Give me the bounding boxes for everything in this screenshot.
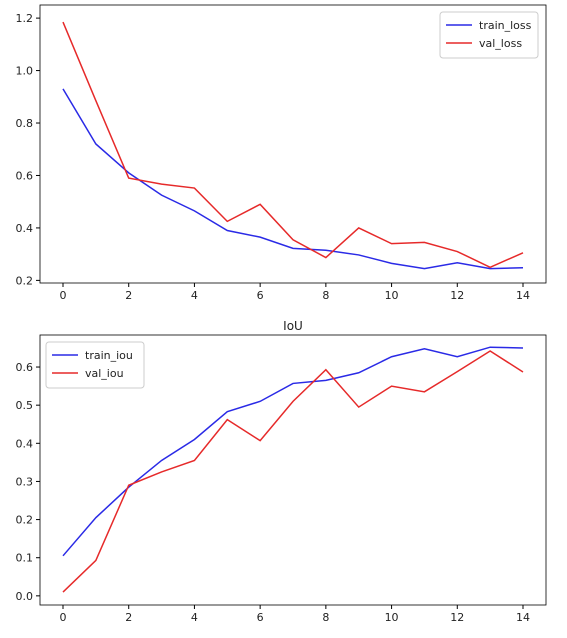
y-tick-label: 0.6 <box>16 169 34 182</box>
legend-box <box>439 11 539 59</box>
x-tick-label: 12 <box>450 611 464 624</box>
y-tick-label: 0.0 <box>16 590 34 603</box>
x-tick-label: 6 <box>257 289 264 302</box>
x-tick-label: 14 <box>516 611 530 624</box>
axes-frame <box>39 334 547 606</box>
x-tick-label: 0 <box>60 289 67 302</box>
x-tick-label: 2 <box>125 289 132 302</box>
y-tick-label: 0.2 <box>16 274 34 287</box>
y-tick-label: 0.5 <box>16 399 34 412</box>
y-tick-label: 0.6 <box>16 361 34 374</box>
x-tick-label: 4 <box>191 611 198 624</box>
x-tick-label: 2 <box>125 611 132 624</box>
y-tick-label: 1.0 <box>16 65 34 78</box>
x-tick-label: 8 <box>322 611 329 624</box>
legend-label: train_loss <box>479 19 532 32</box>
y-tick-label: 0.2 <box>16 514 34 527</box>
x-tick-label: 10 <box>385 289 399 302</box>
x-tick-label: 0 <box>60 611 67 624</box>
chart-title: Loss <box>280 0 306 3</box>
x-tick-label: 10 <box>385 611 399 624</box>
legend-box <box>45 341 145 389</box>
axes-frame <box>39 4 547 284</box>
x-tick-label: 14 <box>516 289 530 302</box>
chart-title: IoU <box>283 319 303 333</box>
x-tick-label: 6 <box>257 611 264 624</box>
y-tick-label: 0.8 <box>16 117 34 130</box>
legend-label: train_iou <box>85 349 133 362</box>
x-tick-label: 4 <box>191 289 198 302</box>
y-tick-label: 0.3 <box>16 475 34 488</box>
y-tick-label: 0.4 <box>16 437 34 450</box>
x-tick-label: 12 <box>450 289 464 302</box>
y-tick-label: 0.1 <box>16 552 34 565</box>
line-series <box>62 346 524 557</box>
line-series <box>62 21 524 269</box>
x-tick-label: 8 <box>322 289 329 302</box>
legend-label: val_loss <box>479 37 522 50</box>
legend-label: val_iou <box>85 367 124 380</box>
line-series <box>62 350 524 593</box>
y-tick-label: 0.4 <box>16 222 34 235</box>
y-tick-label: 1.2 <box>16 12 34 25</box>
